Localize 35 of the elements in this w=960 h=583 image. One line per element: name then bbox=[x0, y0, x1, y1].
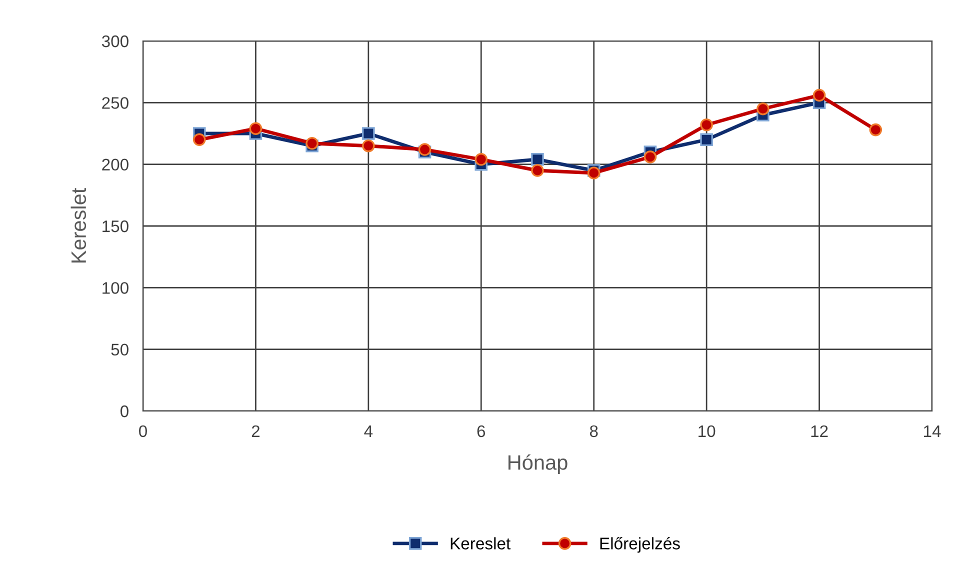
x-tick-label: 12 bbox=[811, 425, 828, 437]
point bbox=[362, 127, 375, 140]
x-tick-label: 10 bbox=[698, 425, 716, 438]
point bbox=[418, 143, 432, 156]
x-tick-label: 6 bbox=[477, 425, 486, 438]
y-axis-title: Kereslet bbox=[70, 188, 86, 262]
point bbox=[812, 88, 826, 102]
y-tick-label: 50 bbox=[111, 344, 128, 356]
point bbox=[644, 150, 657, 164]
point bbox=[756, 102, 770, 116]
x-tick-label: 8 bbox=[590, 425, 598, 438]
y-tick-label: 200 bbox=[102, 158, 128, 171]
point bbox=[531, 153, 544, 166]
y-tick-label: 250 bbox=[102, 97, 128, 109]
point bbox=[362, 139, 375, 152]
x-tick-label: 14 bbox=[924, 426, 941, 437]
point bbox=[700, 133, 713, 146]
x-axis-title: Hónap bbox=[508, 454, 568, 474]
legend-label: Kereslet bbox=[450, 537, 511, 550]
point bbox=[192, 133, 206, 146]
x-tick-label: 0 bbox=[139, 425, 147, 438]
legend-label: Előrejelzés bbox=[600, 537, 680, 553]
point bbox=[700, 118, 713, 132]
y-tick-label: 300 bbox=[102, 35, 128, 48]
point bbox=[869, 123, 882, 136]
point bbox=[306, 136, 318, 150]
x-tick-label: 4 bbox=[364, 426, 373, 437]
point bbox=[249, 122, 262, 135]
y-tick-label: 150 bbox=[102, 220, 128, 232]
point bbox=[531, 164, 544, 177]
point bbox=[587, 166, 600, 180]
x-tick-label: 2 bbox=[252, 425, 260, 437]
point bbox=[474, 153, 488, 166]
y-tick-label: 0 bbox=[120, 405, 128, 418]
y-tick-label: 100 bbox=[102, 282, 128, 294]
